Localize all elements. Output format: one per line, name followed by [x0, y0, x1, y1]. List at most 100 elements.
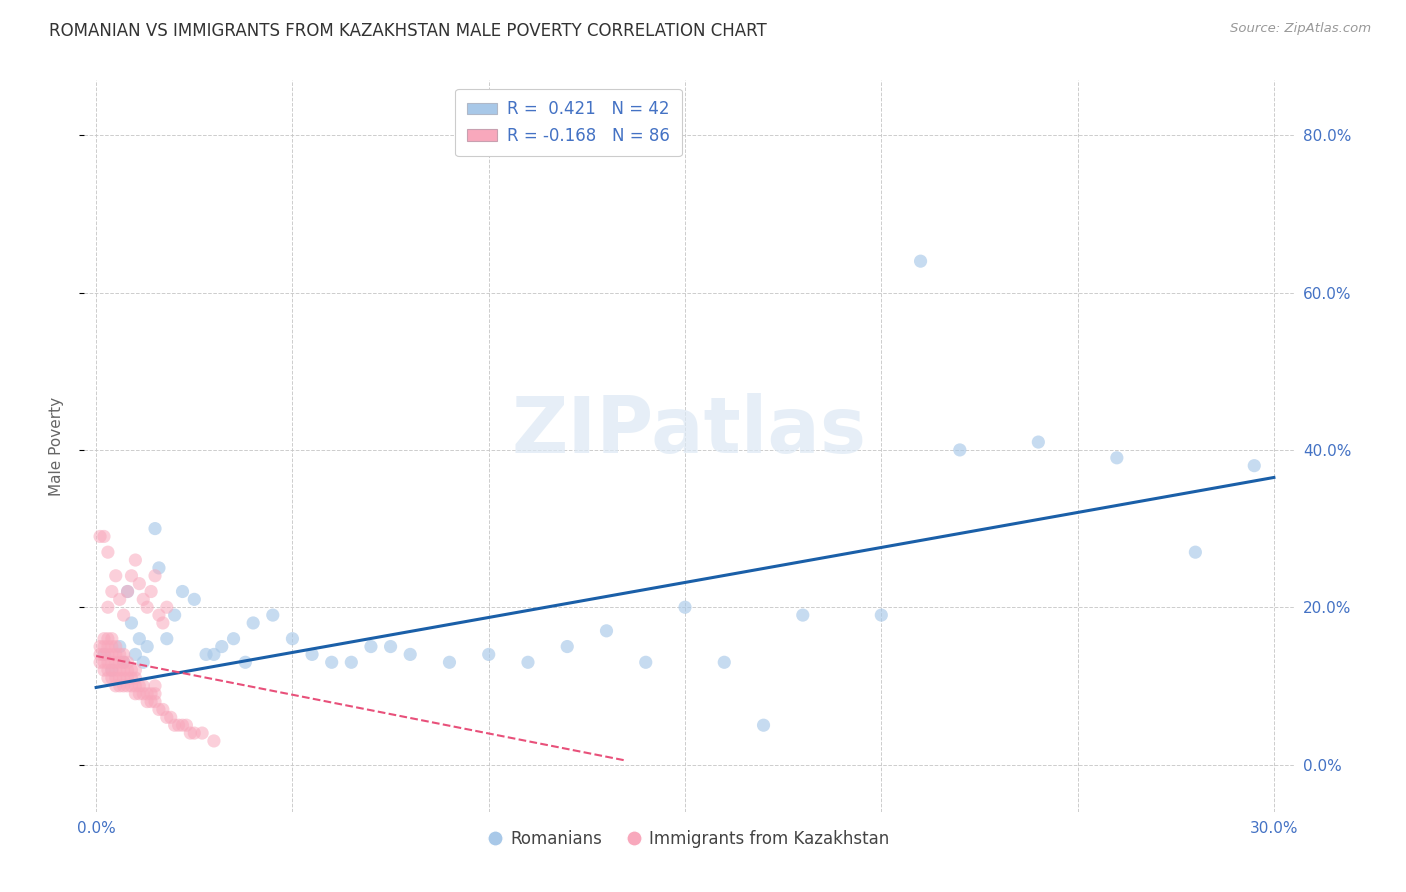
- Point: [183, 726, 205, 740]
- Point: [152, 615, 174, 630]
- Point: [112, 655, 135, 669]
- Point: [360, 640, 382, 654]
- Point: [108, 671, 131, 685]
- Point: [108, 679, 131, 693]
- Point: [321, 655, 343, 669]
- Point: [242, 615, 264, 630]
- Point: [121, 663, 143, 677]
- Point: [124, 687, 146, 701]
- Point: [176, 718, 198, 732]
- Point: [117, 671, 139, 685]
- Point: [136, 600, 159, 615]
- Point: [132, 592, 155, 607]
- Point: [112, 679, 135, 693]
- Point: [104, 648, 127, 662]
- Point: [191, 726, 214, 740]
- Point: [281, 632, 304, 646]
- Point: [143, 679, 166, 693]
- Point: [93, 648, 115, 662]
- Point: [93, 529, 115, 543]
- Point: [104, 568, 127, 582]
- Point: [101, 655, 124, 669]
- Point: [101, 648, 124, 662]
- Point: [752, 718, 775, 732]
- Point: [108, 640, 131, 654]
- Point: [104, 671, 127, 685]
- Point: [117, 655, 139, 669]
- Point: [148, 702, 170, 716]
- Point: [156, 632, 179, 646]
- Point: [136, 640, 159, 654]
- Point: [89, 640, 111, 654]
- Legend: Romanians, Immigrants from Kazakhstan: Romanians, Immigrants from Kazakhstan: [482, 823, 896, 855]
- Point: [117, 584, 139, 599]
- Point: [97, 663, 120, 677]
- Point: [143, 568, 166, 582]
- Point: [634, 655, 657, 669]
- Point: [132, 687, 155, 701]
- Point: [156, 710, 179, 724]
- Point: [143, 695, 166, 709]
- Point: [101, 640, 124, 654]
- Point: [439, 655, 461, 669]
- Point: [97, 655, 120, 669]
- Point: [148, 608, 170, 623]
- Point: [101, 584, 124, 599]
- Point: [93, 663, 115, 677]
- Point: [121, 615, 143, 630]
- Point: [139, 687, 162, 701]
- Point: [172, 718, 194, 732]
- Point: [97, 671, 120, 685]
- Point: [211, 640, 233, 654]
- Point: [399, 648, 422, 662]
- Point: [143, 687, 166, 701]
- Point: [117, 663, 139, 677]
- Point: [136, 687, 159, 701]
- Point: [713, 655, 735, 669]
- Point: [128, 679, 150, 693]
- Point: [93, 632, 115, 646]
- Point: [89, 648, 111, 662]
- Point: [478, 648, 501, 662]
- Point: [124, 679, 146, 693]
- Point: [792, 608, 814, 623]
- Point: [104, 640, 127, 654]
- Point: [112, 663, 135, 677]
- Point: [112, 655, 135, 669]
- Point: [89, 655, 111, 669]
- Point: [101, 632, 124, 646]
- Point: [139, 695, 162, 709]
- Text: ROMANIAN VS IMMIGRANTS FROM KAZAKHSTAN MALE POVERTY CORRELATION CHART: ROMANIAN VS IMMIGRANTS FROM KAZAKHSTAN M…: [49, 22, 766, 40]
- Point: [128, 632, 150, 646]
- Point: [340, 655, 363, 669]
- Point: [262, 608, 284, 623]
- Point: [97, 648, 120, 662]
- Point: [172, 584, 194, 599]
- Point: [870, 608, 893, 623]
- Point: [233, 655, 256, 669]
- Point: [673, 600, 696, 615]
- Point: [380, 640, 402, 654]
- Point: [910, 254, 932, 268]
- Point: [124, 663, 146, 677]
- Point: [93, 648, 115, 662]
- Point: [104, 655, 127, 669]
- Point: [555, 640, 578, 654]
- Point: [117, 679, 139, 693]
- Point: [1243, 458, 1265, 473]
- Point: [108, 655, 131, 669]
- Point: [121, 568, 143, 582]
- Point: [97, 640, 120, 654]
- Point: [117, 584, 139, 599]
- Point: [101, 663, 124, 677]
- Point: [121, 679, 143, 693]
- Point: [104, 679, 127, 693]
- Point: [108, 592, 131, 607]
- Point: [101, 671, 124, 685]
- Point: [143, 522, 166, 536]
- Point: [163, 718, 186, 732]
- Y-axis label: Male Poverty: Male Poverty: [49, 396, 63, 496]
- Point: [148, 561, 170, 575]
- Point: [159, 710, 181, 724]
- Point: [132, 655, 155, 669]
